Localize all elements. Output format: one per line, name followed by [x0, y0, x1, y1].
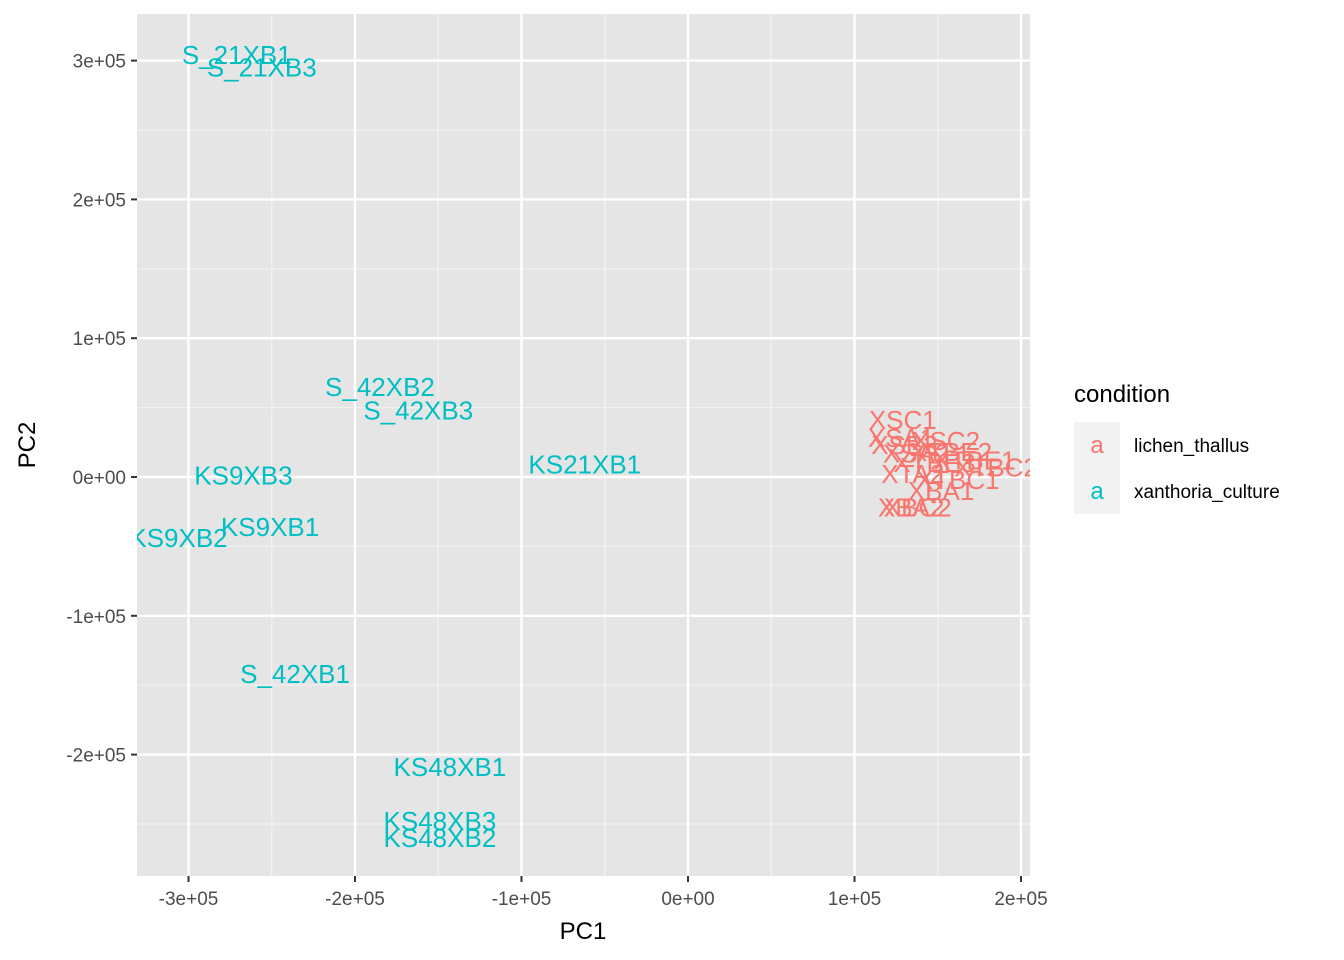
point-label: XTBE1	[933, 445, 1015, 475]
legend-entry-label: lichen_thallus	[1134, 436, 1249, 457]
x-axis: -3e+05 -2e+05 -1e+05 0e+00 1e+05 2e+05	[159, 876, 1048, 910]
legend-key-background	[1074, 468, 1120, 514]
y-tick-label: 0e+00	[73, 468, 126, 489]
y-tick-label: 3e+05	[73, 52, 126, 73]
y-tick-label: 2e+05	[73, 190, 126, 211]
x-tick-label: -3e+05	[159, 889, 219, 910]
y-axis: 3e+05 2e+05 1e+05 0e+00 -1e+05 -2e+05	[66, 52, 137, 767]
legend-key-glyph: a	[1090, 478, 1104, 505]
legend-entry-label: xanthoria_culture	[1134, 482, 1280, 503]
point-label: KS48XB3	[384, 806, 497, 836]
point-label: KS9XB2	[129, 523, 227, 553]
point-label: XTBE2	[910, 437, 992, 467]
y-tick-label: 1e+05	[73, 329, 126, 350]
legend-title: condition	[1074, 381, 1170, 408]
point-label: KS48XB1	[394, 752, 507, 782]
point-label: S_21XB3	[207, 53, 317, 83]
y-tick-label: -1e+05	[66, 607, 126, 628]
x-axis-title: PC1	[560, 918, 607, 945]
point-label: XTBC2	[954, 452, 1038, 482]
x-tick-label: -2e+05	[325, 889, 385, 910]
minor-gridlines	[137, 14, 1030, 876]
point-label: XSC1	[869, 405, 937, 435]
x-tick-label: 2e+05	[994, 889, 1047, 910]
point-label: S_42XB1	[240, 659, 350, 689]
plot-panel-background	[137, 14, 1030, 876]
point-label: XBA1	[908, 476, 975, 506]
legend-key-glyph: a	[1090, 432, 1104, 459]
legend-key-background	[1074, 422, 1120, 468]
point-label: KS21XB1	[528, 450, 641, 480]
point-label: S_21XB1	[182, 40, 292, 70]
point-label: XSB2	[871, 430, 938, 460]
point-label: XSA2	[883, 438, 950, 468]
point-label: S_42XB3	[363, 395, 473, 425]
point-label: XTBE3	[893, 448, 975, 478]
point-label: KS9XB1	[221, 512, 319, 542]
point-label: XBC2	[884, 493, 952, 523]
point-label: XSC2	[912, 426, 980, 456]
point-label: XBA2	[878, 493, 945, 523]
point-label: XSA1	[868, 423, 935, 453]
point-label: XTBC1	[916, 465, 1000, 495]
major-gridlines	[137, 14, 1030, 876]
point-label: S_42XB2	[325, 372, 435, 402]
point-label: XTA2	[881, 459, 944, 489]
point-label: KS48XB2	[384, 823, 497, 853]
point-label: KS9XB3	[194, 461, 292, 491]
x-tick-label: -1e+05	[492, 889, 552, 910]
y-axis-title: PC2	[14, 422, 41, 469]
x-tick-label: 1e+05	[828, 889, 881, 910]
y-tick-label: -2e+05	[66, 746, 126, 767]
x-tick-label: 0e+00	[661, 889, 714, 910]
